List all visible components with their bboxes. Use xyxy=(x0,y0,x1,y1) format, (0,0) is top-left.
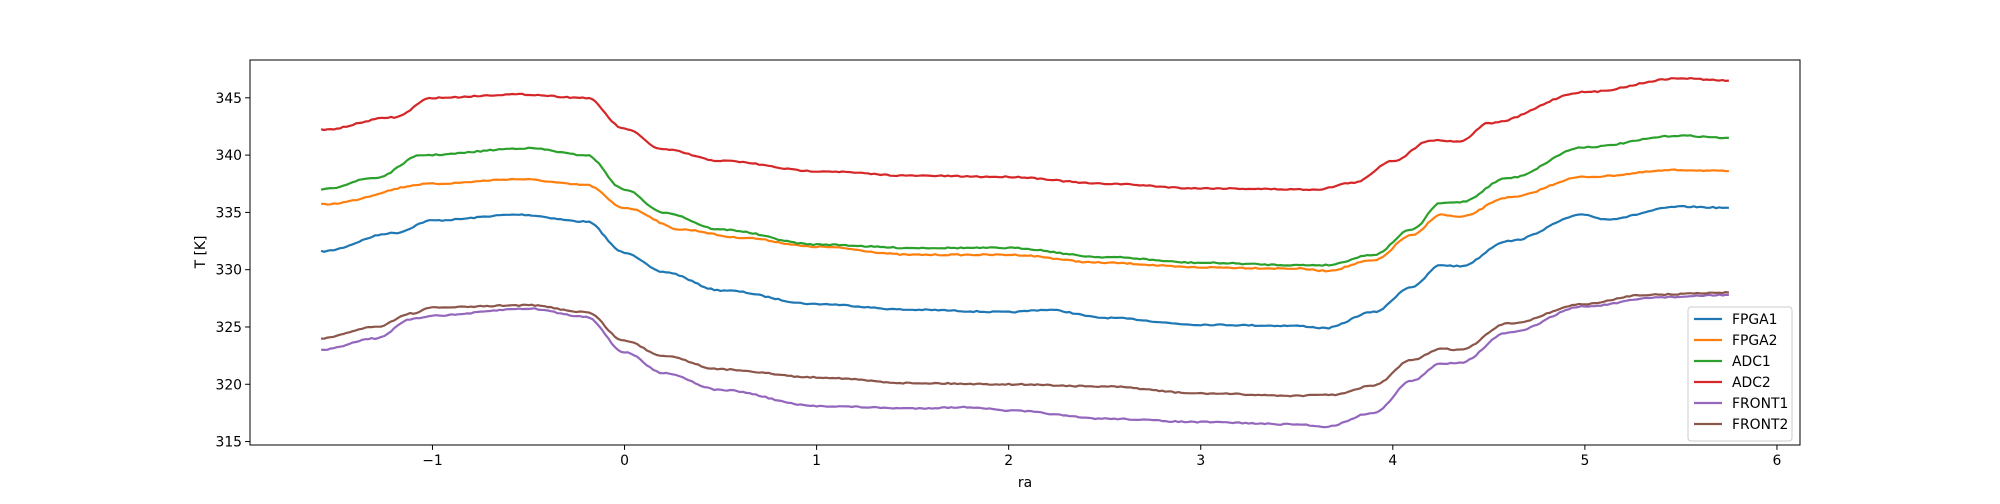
legend-item-fpga1: FPGA1 xyxy=(1694,312,1777,328)
x-tick-label: 6 xyxy=(1773,453,1782,469)
legend-item-fpga2: FPGA2 xyxy=(1694,333,1777,349)
legend-label: FRONT1 xyxy=(1732,396,1788,412)
series-layer xyxy=(320,76,1730,429)
y-tick-label: 335 xyxy=(215,205,242,221)
legend-label: FPGA1 xyxy=(1732,312,1777,328)
y-axis: 315 320 325 330 335 340 345 xyxy=(215,91,250,451)
legend-item-adc2: ADC2 xyxy=(1694,375,1771,391)
series-line-adc2 xyxy=(320,76,1730,192)
y-axis-label: T [K] xyxy=(193,236,209,270)
series-line-front2 xyxy=(321,291,1730,398)
y-tick-label: 320 xyxy=(215,377,242,393)
y-tick-label: 315 xyxy=(215,435,242,451)
legend-label: ADC2 xyxy=(1732,375,1771,391)
x-tick-label: 4 xyxy=(1388,453,1397,469)
y-tick-label: 340 xyxy=(215,148,242,164)
x-tick-label: 3 xyxy=(1196,453,1205,469)
y-tick-label: 330 xyxy=(215,263,242,279)
legend-label: FRONT2 xyxy=(1732,417,1788,433)
y-tick-label: 345 xyxy=(215,91,242,107)
legend-item-front2: FRONT2 xyxy=(1694,417,1788,433)
series-line-fpga2 xyxy=(321,168,1729,273)
legend-item-adc1: ADC1 xyxy=(1694,354,1771,370)
legend: FPGA1 FPGA2 ADC1 ADC2 FRONT1 FRONT2 xyxy=(1687,306,1793,442)
series-line-adc1 xyxy=(320,134,1729,267)
legend-label: FPGA2 xyxy=(1732,333,1777,349)
series-line-front1 xyxy=(321,293,1729,429)
x-tick-label: 0 xyxy=(620,453,629,469)
x-tick-label: −1 xyxy=(422,453,442,469)
x-tick-label: 1 xyxy=(812,453,821,469)
legend-label: ADC1 xyxy=(1732,354,1771,370)
x-tick-label: 5 xyxy=(1580,453,1589,469)
x-axis: −1 0 1 2 3 4 5 6 xyxy=(422,445,1781,469)
x-axis-label: ra xyxy=(1018,475,1032,491)
series-line-fpga1 xyxy=(320,205,1729,330)
plot-frame xyxy=(249,59,1801,446)
y-tick-label: 325 xyxy=(215,320,242,336)
x-tick-label: 2 xyxy=(1004,453,1013,469)
legend-item-front1: FRONT1 xyxy=(1694,396,1788,412)
